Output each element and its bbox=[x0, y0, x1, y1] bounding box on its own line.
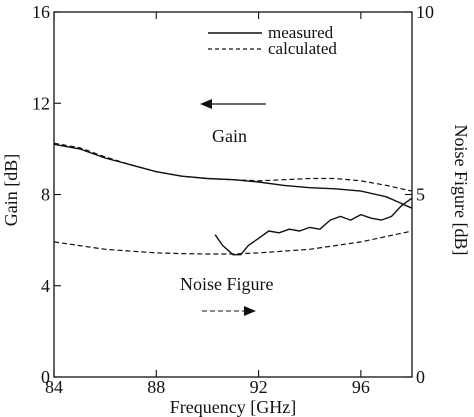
legend-calculated-label: calculated bbox=[268, 39, 337, 58]
x-tick-label: 92 bbox=[250, 377, 268, 397]
plot-frame bbox=[53, 11, 413, 378]
noise-figure-annotation-label: Noise Figure bbox=[180, 274, 274, 294]
noise-figure-arrow-head bbox=[244, 306, 256, 316]
y-right-axis-ticks: 0 5 10 bbox=[405, 2, 434, 387]
x-tick-label: 96 bbox=[352, 377, 370, 397]
x-axis-ticks: 84 88 92 96 bbox=[45, 12, 370, 397]
series-layer bbox=[53, 142, 413, 256]
y-left-tick-label: 0 bbox=[41, 367, 50, 387]
legend: measured calculated bbox=[208, 23, 337, 58]
y-right-axis-label: Noise Figure [dB] bbox=[451, 125, 471, 256]
gain-arrow-head bbox=[200, 99, 212, 109]
gain-measured-line bbox=[53, 143, 413, 209]
y-left-axis-label: Gain [dB] bbox=[1, 154, 21, 226]
y-right-tick-label: 5 bbox=[416, 185, 425, 205]
x-tick-label: 88 bbox=[147, 377, 165, 397]
gain-annotation-label: Gain bbox=[212, 126, 247, 146]
y-left-tick-label: 4 bbox=[41, 276, 50, 296]
y-left-tick-label: 8 bbox=[41, 185, 50, 205]
y-left-tick-label: 16 bbox=[32, 2, 50, 22]
y-left-axis-ticks: 0 4 8 12 16 bbox=[32, 2, 61, 387]
gain-calculated-line bbox=[53, 142, 413, 192]
y-right-tick-label: 10 bbox=[416, 2, 434, 22]
x-axis-label: Frequency [GHz] bbox=[170, 397, 296, 417]
y-right-tick-label: 0 bbox=[416, 367, 425, 387]
gain-annotation: Gain bbox=[200, 99, 266, 146]
y-left-tick-label: 12 bbox=[32, 93, 50, 113]
x-tick-label: 84 bbox=[45, 377, 63, 397]
noise-figure-calculated-line bbox=[53, 230, 413, 255]
legend-measured-label: measured bbox=[268, 23, 334, 42]
noise-figure-annotation: Noise Figure bbox=[180, 274, 274, 316]
noise-figure-measured-line bbox=[214, 197, 413, 256]
